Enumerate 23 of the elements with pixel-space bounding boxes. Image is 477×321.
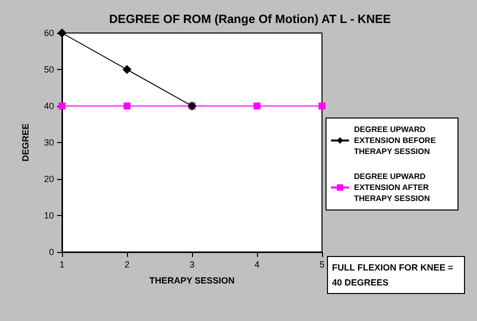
legend-label: DEGREE UPWARD EXTENSION BEFORE THERAPY SESSION — [354, 125, 438, 156]
y-tick-label: 0 — [48, 247, 54, 257]
x-tick-label: 3 — [189, 260, 195, 270]
text: FULL FLEXION FOR KNEE = 40 DEGREES — [332, 262, 454, 288]
point — [58, 102, 66, 110]
x-tick-label: 5 — [319, 260, 325, 270]
x-tick-label: 2 — [124, 260, 130, 270]
x-tick-label: 1 — [59, 260, 65, 270]
chart-title: DEGREE OF ROM (Range Of Motion) AT L - KNEE — [109, 12, 391, 26]
point — [122, 65, 132, 74]
y-tick-label: 30 — [44, 138, 54, 148]
x-tick-label: 4 — [254, 260, 260, 270]
point — [124, 102, 130, 110]
point — [254, 102, 260, 110]
y-axis-title: DEGREE — [20, 123, 30, 162]
y-tick-label: 10 — [44, 210, 54, 220]
x-axis-title: THERAPY SESSION — [149, 276, 235, 286]
point — [318, 102, 326, 110]
y-tick-label: 20 — [44, 174, 54, 184]
y-tick-label: 60 — [44, 28, 54, 38]
y-tick-label: 40 — [44, 101, 54, 111]
legend-label: DEGREE UPWARD EXTENSION AFTER THERAPY SESSION — [354, 172, 432, 203]
y-tick-label: 50 — [44, 64, 54, 74]
